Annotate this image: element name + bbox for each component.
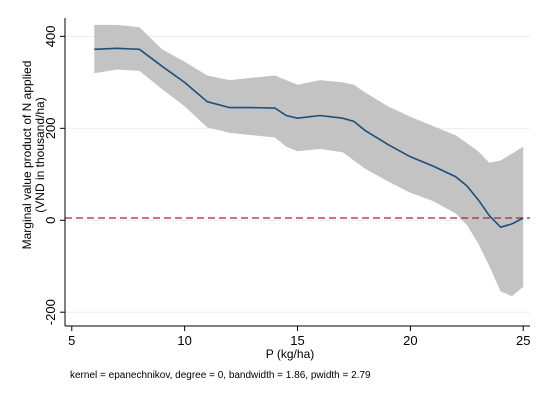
- y-axis-label-line-2: (VND in thousand/ha): [33, 97, 47, 212]
- tick-labels: 5 10 15 20 25 -200 0 200 400: [43, 26, 530, 348]
- x-tick-label: 10: [177, 333, 191, 348]
- confidence-band-layer: [94, 24, 524, 297]
- y-tick-label: 0: [43, 217, 58, 224]
- x-tick-label: 20: [403, 333, 417, 348]
- x-axis-label: P (kg/ha): [266, 347, 314, 361]
- axes: [60, 18, 530, 331]
- y-tick-label: 200: [43, 117, 58, 139]
- y-tick-label: -200: [43, 299, 58, 325]
- series-line: [94, 47, 524, 228]
- chart-note: kernel = epanechnikov, degree = 0, bandw…: [70, 370, 371, 381]
- x-tick-label: 15: [290, 333, 304, 348]
- series-line-layer: [94, 47, 524, 228]
- y-axis-label-line-1: Marginal value product of N applied: [20, 61, 34, 250]
- y-tick-label: 400: [43, 26, 58, 48]
- x-tick-label: 5: [68, 333, 75, 348]
- confidence-band: [94, 24, 524, 297]
- y-axis-label: Marginal value product of N applied (VND…: [20, 61, 47, 250]
- x-tick-label: 25: [516, 333, 530, 348]
